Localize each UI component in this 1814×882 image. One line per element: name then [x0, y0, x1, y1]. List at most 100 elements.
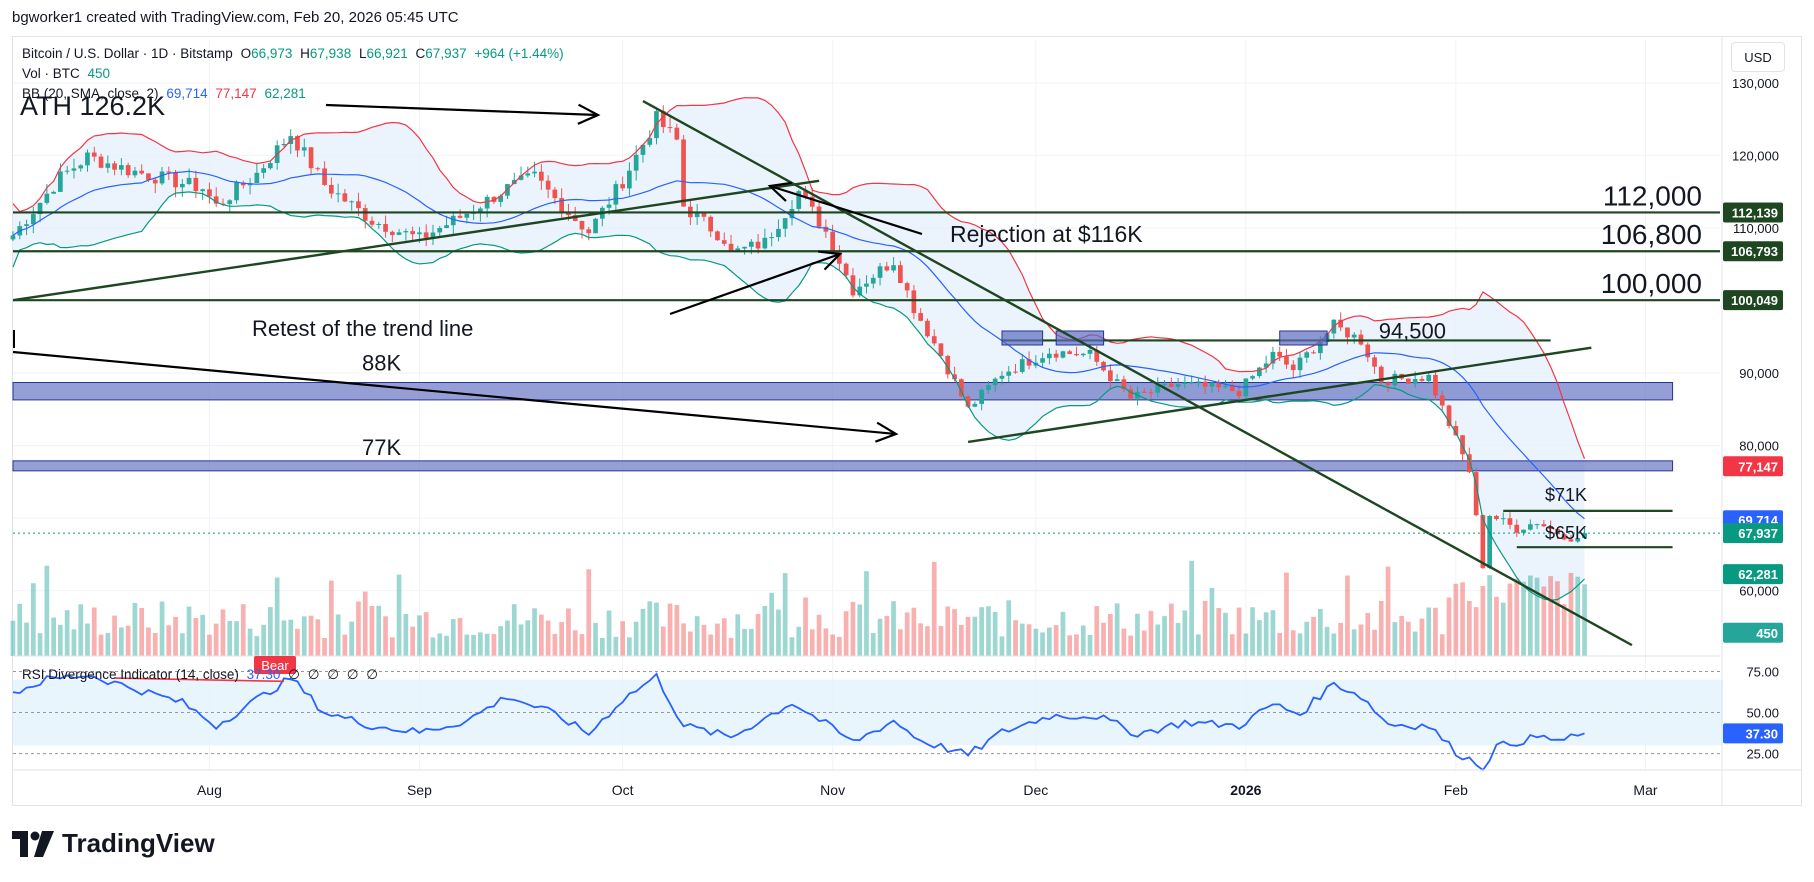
volume-bar	[423, 612, 429, 656]
volume-bar	[457, 617, 463, 656]
price-label-tag	[1723, 241, 1783, 262]
candle-body	[1040, 358, 1045, 363]
volume-bar	[999, 636, 1005, 656]
candle-body	[606, 204, 612, 208]
candle-body	[1568, 539, 1574, 542]
volume-legend[interactable]: Vol · BTC 450	[22, 66, 114, 81]
volume-bar	[1467, 601, 1472, 656]
candle-body	[1087, 350, 1093, 354]
currency-button[interactable]: USD	[1731, 42, 1785, 72]
bb-legend[interactable]: BB (20, SMA, close, 2) 69,714 77,147 62,…	[22, 86, 310, 101]
volume-bar	[911, 607, 917, 656]
candle-body	[755, 241, 761, 249]
price-change: +964 (+1.44%)	[474, 46, 564, 61]
volume-bar	[125, 625, 131, 656]
volume-bar	[606, 610, 612, 656]
candle-body	[444, 225, 449, 228]
candle-body	[660, 111, 666, 128]
volume-bar	[1318, 609, 1323, 656]
candle-body	[1372, 357, 1377, 367]
candle-body	[1446, 405, 1452, 426]
volume-bar	[1433, 607, 1438, 656]
candle-body	[613, 184, 619, 205]
candle-body	[1114, 379, 1120, 382]
candle-body	[390, 231, 395, 235]
candle-body	[1250, 376, 1255, 379]
volume-bar	[688, 631, 693, 656]
volume-bar	[1141, 630, 1147, 656]
y-tick-label: 60,000	[1739, 584, 1779, 599]
arrow-head-icon	[767, 181, 792, 202]
level-label: 106,800	[1601, 219, 1702, 250]
candle-body	[1365, 344, 1371, 358]
rsi-legend[interactable]: RSI Divergence Indicator (14, close) 37.…	[22, 667, 382, 683]
candle-body	[782, 218, 788, 229]
candle-body	[464, 213, 470, 218]
candle-body	[1209, 382, 1215, 387]
candle-body	[620, 184, 625, 189]
candle-body	[193, 177, 199, 192]
volume-bar	[931, 561, 937, 656]
volume-bar	[511, 604, 517, 656]
tradingview-brand[interactable]: TradingView	[12, 828, 215, 859]
volume-bar	[1101, 622, 1106, 656]
volume-bar	[1338, 622, 1343, 656]
volume-bar	[1561, 604, 1567, 656]
candle-body	[396, 232, 402, 235]
candle-body	[864, 283, 869, 287]
volume-bar	[132, 603, 138, 656]
candle-body	[566, 213, 571, 216]
candle-body	[383, 224, 388, 232]
rsi-value-tag-text: 37.30	[1745, 726, 1778, 741]
candle-body	[1013, 371, 1018, 373]
volume-bar	[437, 633, 443, 656]
candle-body	[938, 343, 944, 356]
volume-bar	[1324, 626, 1330, 656]
volume-bar	[925, 626, 930, 656]
volume-bar	[1229, 634, 1235, 656]
volume-bar	[1399, 616, 1404, 656]
volume-bar	[173, 616, 178, 656]
volume-bar	[986, 606, 991, 656]
candle-body	[1385, 382, 1391, 386]
candle-body	[484, 196, 490, 209]
candle-body	[1555, 529, 1560, 535]
candle-body	[1006, 371, 1012, 376]
candle-body	[1284, 356, 1289, 365]
level-label: 100,000	[1601, 268, 1702, 299]
candle-body	[769, 237, 774, 239]
symbol-legend[interactable]: Bitcoin / U.S. Dollar · 1D · Bitstamp O6…	[22, 46, 568, 61]
candle-body	[552, 189, 558, 199]
candle-body	[593, 218, 598, 234]
volume-bar	[58, 624, 63, 656]
volume-bar	[315, 619, 321, 656]
rsi-line	[12, 672, 1585, 772]
candle-body	[823, 226, 829, 232]
y-tick-label: 80,000	[1739, 439, 1779, 454]
rsi-extra-1: ∅	[288, 667, 300, 682]
price-label-tag	[1723, 564, 1783, 585]
candle-body	[1582, 533, 1587, 538]
volume-bar	[207, 634, 212, 656]
candle-body	[918, 313, 923, 321]
volume-bar	[78, 604, 84, 656]
candle-body	[180, 184, 185, 188]
rsi-extra-4: ∅	[346, 667, 359, 682]
candle-body	[1378, 366, 1384, 383]
x-tick-label: 2026	[1230, 782, 1261, 798]
volume-bar	[288, 619, 294, 656]
volume-bar	[1257, 620, 1262, 656]
candle-body	[694, 212, 700, 218]
candle-body	[633, 154, 639, 171]
volume-bar	[1392, 622, 1398, 656]
volume-bar	[694, 616, 700, 656]
x-tick-label: Aug	[197, 782, 222, 798]
volume-bar	[870, 633, 876, 656]
volume-bar	[281, 620, 287, 656]
volume-bar	[98, 634, 104, 656]
volume-bar	[613, 636, 619, 656]
volume-bar	[1121, 628, 1127, 656]
y-tick-label: 90,000	[1739, 366, 1779, 381]
volume-bar	[837, 636, 842, 656]
